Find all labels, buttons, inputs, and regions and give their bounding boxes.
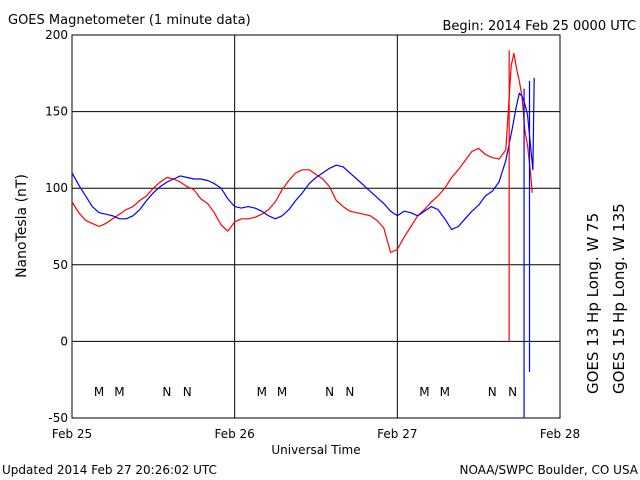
y-tick-label: 200 — [45, 28, 68, 42]
marker-m: M — [94, 385, 104, 399]
legend-goes13: GOES 13 Hp Long. W 75 — [584, 213, 602, 394]
marker-n: N — [508, 385, 517, 399]
marker-n: N — [345, 385, 354, 399]
series-line-goes15 — [71, 77, 535, 231]
y-tick-label: -50 — [48, 411, 68, 425]
begin-time-label: Begin: 2014 Feb 25 0000 UTC — [442, 19, 636, 34]
x-tick-label: Feb 26 — [214, 427, 254, 441]
x-axis-label: Universal Time — [271, 443, 360, 457]
data-series — [71, 50, 535, 418]
x-tick-label: Feb 28 — [540, 427, 580, 441]
updated-timestamp: Updated 2014 Feb 27 20:26:02 UTC — [2, 463, 217, 477]
marker-m: M — [419, 385, 429, 399]
legend-goes15: GOES 15 Hp Long. W 135 — [610, 203, 628, 394]
y-tick-label: 0 — [60, 334, 68, 348]
x-axis-tick-labels: Feb 25 Feb 26 Feb 27 Feb 28 — [52, 427, 580, 441]
y-axis-label: NanoTesla (nT) — [14, 174, 30, 278]
series-line-goes13 — [71, 52, 533, 254]
marker-m: M — [257, 385, 267, 399]
x-tick-label: Feb 25 — [52, 427, 92, 441]
y-tick-label: 50 — [53, 258, 68, 272]
x-tick-label: Feb 27 — [377, 427, 417, 441]
plot-frame — [71, 34, 561, 419]
y-axis-tick-labels: -50 0 50 100 150 200 — [45, 28, 68, 425]
marker-n: N — [183, 385, 192, 399]
marker-m: M — [114, 385, 124, 399]
credit-label: NOAA/SWPC Boulder, CO USA — [460, 463, 639, 477]
marker-n: N — [488, 385, 497, 399]
chart-title: GOES Magnetometer (1 minute data) — [8, 13, 251, 28]
marker-n: N — [325, 385, 334, 399]
grid-lines — [72, 35, 560, 418]
y-tick-label: 100 — [45, 181, 68, 195]
marker-m: M — [277, 385, 287, 399]
marker-m: M — [440, 385, 450, 399]
y-tick-label: 150 — [45, 105, 68, 119]
marker-n: N — [162, 385, 171, 399]
